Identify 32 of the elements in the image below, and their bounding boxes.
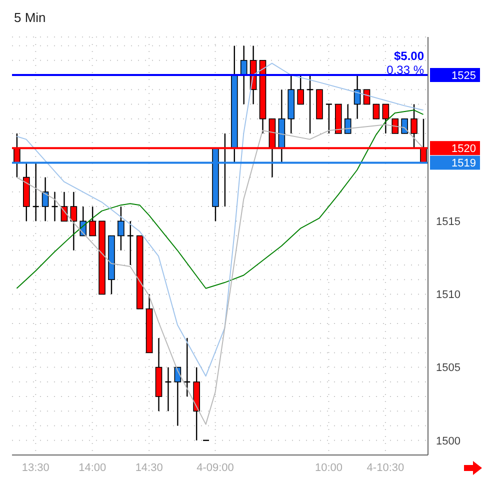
y-tick-label: 1515 [436,216,460,228]
ref-line-label: 1520 [452,143,476,156]
annotation: $5.00 [392,49,424,63]
candlestick [392,118,399,134]
line-series [16,62,424,377]
candlestick [118,206,124,251]
candlestick [126,220,134,266]
x-tick-label: 13:30 [22,462,50,474]
x-tick-label: 10:00 [314,462,342,474]
candlestick [70,191,78,251]
x-tick-label: 14:30 [135,462,163,474]
candlestick [325,104,333,134]
candlestick [297,74,304,105]
ref-line-label: 1519 [452,158,476,170]
line-series [16,110,424,289]
y-tick-label: 1500 [436,435,460,448]
chart-title: 5 Min [13,9,47,27]
candlestick [354,74,361,120]
candlestick [89,206,96,236]
candlestick [363,89,370,105]
x-tick-label: 14:00 [78,462,106,474]
y-tick-label: 1510 [436,289,460,302]
ref-line-label: 1525 [452,70,476,82]
candlestick [382,104,390,134]
candlestick [372,104,380,120]
candlestick [344,104,352,134]
x-tick-label: 4-09:00 [196,462,234,474]
x-tick-label: 4-10:30 [366,462,404,474]
candlestick [401,118,408,134]
annotation: 0.33 % [386,63,424,77]
candlestick [240,45,248,105]
y-tick-label: 1505 [436,362,460,374]
